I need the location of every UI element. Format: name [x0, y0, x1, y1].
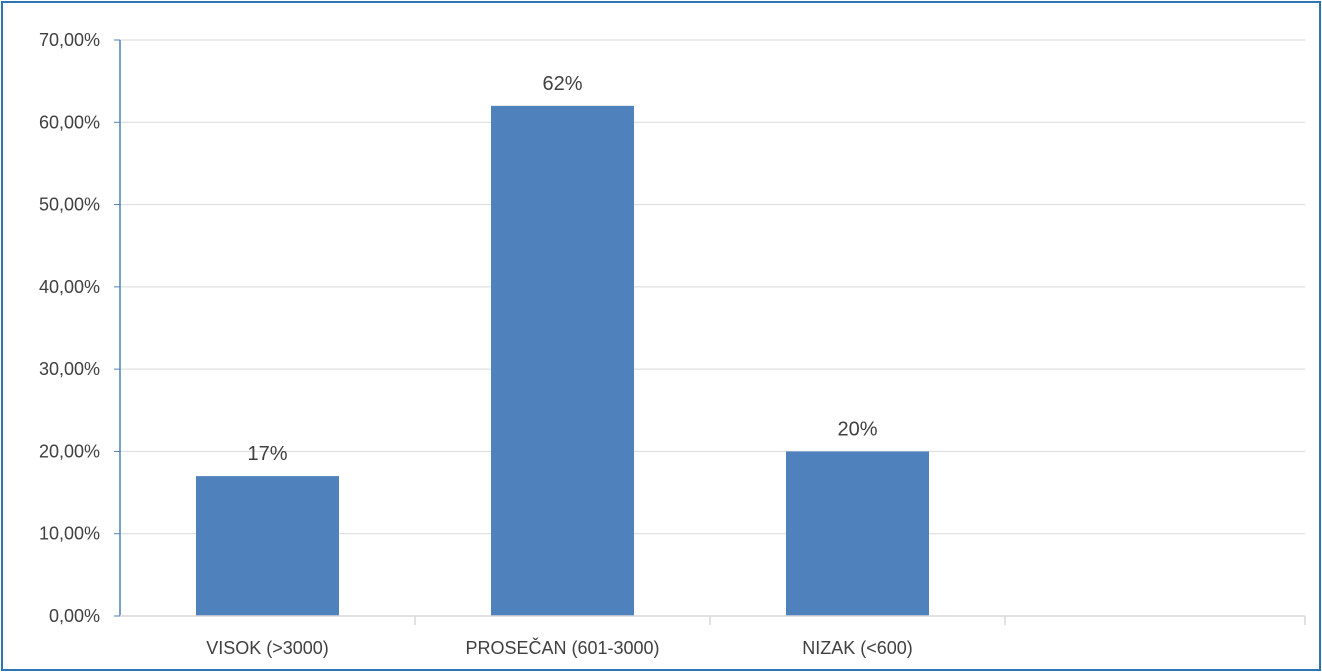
bar — [786, 451, 929, 616]
y-tick-label: 0,00% — [49, 606, 100, 626]
gridlines — [120, 39, 1305, 535]
axes — [114, 39, 1306, 625]
labels: 0,00% 10,00% 20,00% 30,00% 40,00% 50,00% 60,00… — [39, 30, 913, 658]
data-label: 62% — [542, 73, 582, 95]
data-label: 20% — [837, 418, 877, 440]
y-tick-label: 10,00% — [39, 524, 100, 544]
y-tick-label: 60,00% — [39, 112, 100, 132]
x-tick-label: VISOK (>3000) — [206, 638, 329, 658]
bar — [491, 105, 634, 616]
y-tick-label: 40,00% — [39, 277, 100, 297]
bars — [196, 105, 929, 616]
x-tick-label: NIZAK (<600) — [802, 638, 913, 658]
bar — [196, 476, 339, 616]
y-tick-label: 70,00% — [39, 30, 100, 50]
y-tick-label: 50,00% — [39, 195, 100, 215]
x-tick-label: PROSEČAN (601-3000) — [465, 637, 659, 658]
y-tick-label: 20,00% — [39, 441, 100, 461]
data-label: 17% — [247, 443, 287, 465]
y-tick-label: 30,00% — [39, 359, 100, 379]
